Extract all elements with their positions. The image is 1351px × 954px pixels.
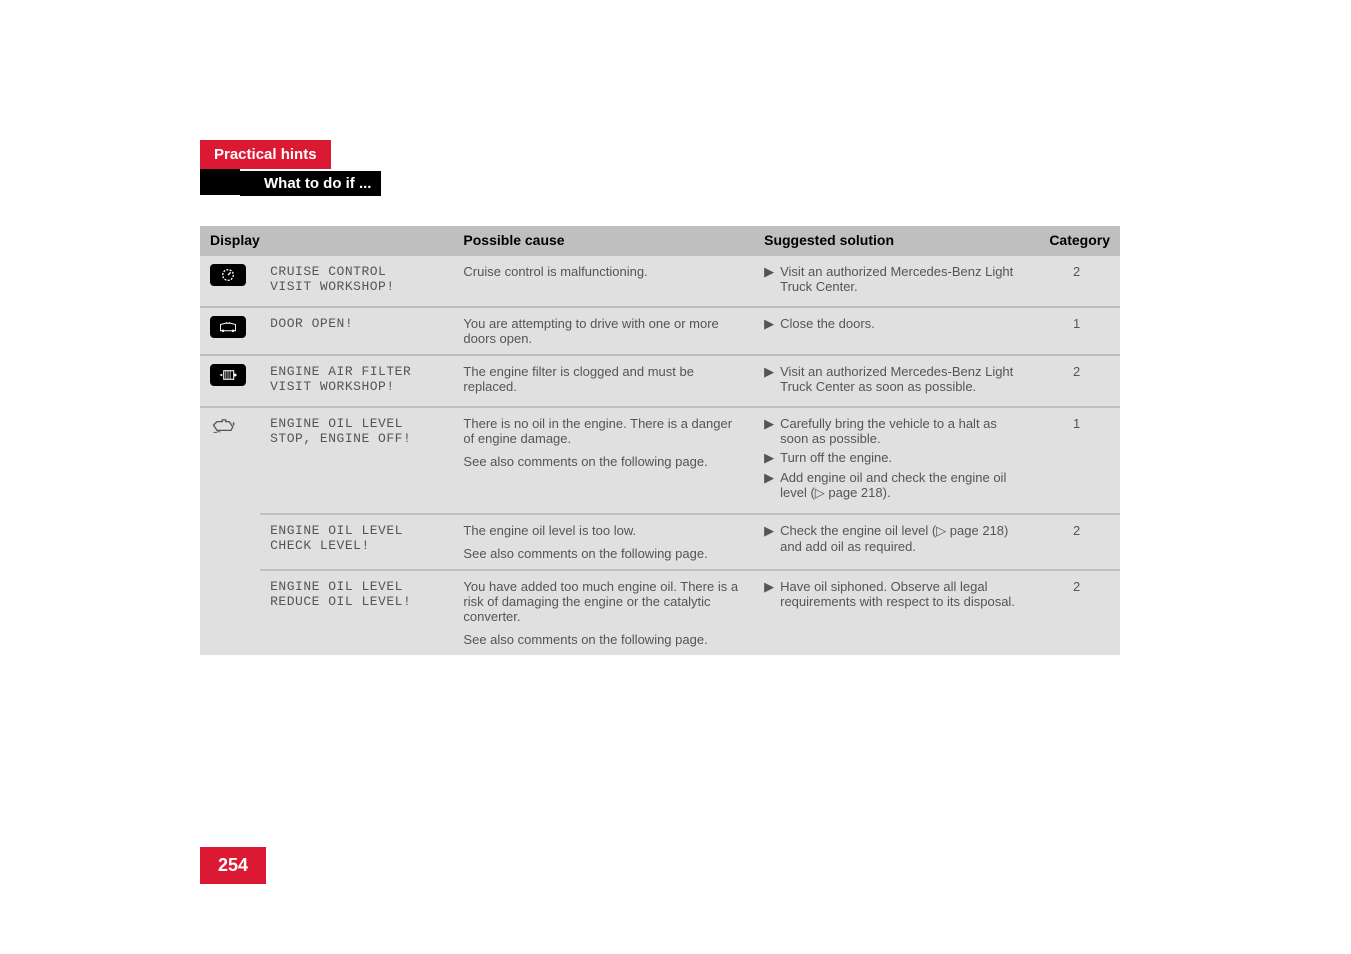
subtitle-bar [200, 169, 240, 195]
air-filter-icon [210, 364, 246, 386]
table-header-row: Display Possible cause Suggested solutio… [200, 226, 1120, 255]
cause-text: There is no oil in the engine. There is … [463, 416, 744, 446]
cause-text: Cruise control is malfunctioning. [453, 255, 754, 307]
col-display: Display [200, 226, 453, 255]
section-subtitle: What to do if ... [240, 171, 381, 196]
table-row: ENGINE OIL LEVEL REDUCE OIL LEVEL! You h… [200, 570, 1120, 655]
display-message: VISIT WORKSHOP! [270, 279, 443, 294]
bullet-icon: ▶ [764, 523, 774, 554]
door-icon [210, 316, 246, 338]
cause-text: See also comments on the following page. [463, 546, 744, 561]
display-message: DOOR OPEN! [270, 316, 443, 331]
display-message: ENGINE OIL LEVEL [270, 523, 443, 538]
table-row: ENGINE AIR FILTER VISIT WORKSHOP! The en… [200, 355, 1120, 407]
bullet-icon: ▶ [764, 316, 774, 332]
bullet-icon: ▶ [764, 450, 774, 466]
solution-text: Carefully bring the vehicle to a halt as… [780, 416, 1023, 446]
table-row: ENGINE OIL LEVEL CHECK LEVEL! The engine… [200, 514, 1120, 570]
table-row: DOOR OPEN! You are attempting to drive w… [200, 307, 1120, 355]
display-message: ENGINE OIL LEVEL [270, 579, 443, 594]
display-message: CRUISE CONTROL [270, 264, 443, 279]
cruise-icon [210, 264, 246, 286]
cause-text: You have added too much engine oil. Ther… [463, 579, 744, 624]
bullet-icon: ▶ [764, 264, 774, 294]
section-tab: Practical hints [200, 140, 331, 169]
bullet-icon: ▶ [764, 416, 774, 446]
category-value: 2 [1033, 570, 1120, 655]
cause-text: You are attempting to drive with one or … [453, 307, 754, 355]
solution-text: Visit an authorized Mercedes-Benz Light … [780, 364, 1023, 394]
display-message: REDUCE OIL LEVEL! [270, 594, 443, 609]
category-value: 2 [1033, 514, 1120, 570]
solution-text: Close the doors. [780, 316, 1023, 332]
table-row: ENGINE OIL LEVEL STOP, ENGINE OFF! There… [200, 407, 1120, 514]
solution-text: Check the engine oil level (▷ page 218) … [780, 523, 1023, 554]
display-message: CHECK LEVEL! [270, 538, 443, 553]
solution-text: Add engine oil and check the engine oil … [780, 470, 1023, 501]
warnings-table: Display Possible cause Suggested solutio… [200, 226, 1120, 655]
solution-text: Have oil siphoned. Observe all legal req… [780, 579, 1023, 609]
display-message: VISIT WORKSHOP! [270, 379, 443, 394]
cause-text: See also comments on the following page. [463, 632, 744, 647]
display-message: ENGINE OIL LEVEL [270, 416, 443, 431]
oil-icon [210, 416, 250, 439]
category-value: 1 [1033, 307, 1120, 355]
col-cause: Possible cause [453, 226, 754, 255]
category-value: 2 [1033, 255, 1120, 307]
display-message: ENGINE AIR FILTER [270, 364, 443, 379]
page-number: 254 [200, 847, 266, 884]
col-category: Category [1033, 226, 1120, 255]
solution-text: Visit an authorized Mercedes-Benz Light … [780, 264, 1023, 294]
cause-text: The engine oil level is too low. [463, 523, 744, 538]
bullet-icon: ▶ [764, 579, 774, 609]
cause-text: The engine filter is clogged and must be… [453, 355, 754, 407]
bullet-icon: ▶ [764, 364, 774, 394]
category-value: 2 [1033, 355, 1120, 407]
solution-text: Turn off the engine. [780, 450, 1023, 466]
display-message: STOP, ENGINE OFF! [270, 431, 443, 446]
category-value: 1 [1033, 407, 1120, 514]
bullet-icon: ▶ [764, 470, 774, 501]
table-row: CRUISE CONTROL VISIT WORKSHOP! Cruise co… [200, 255, 1120, 307]
cause-text: See also comments on the following page. [463, 454, 744, 469]
col-solution: Suggested solution [754, 226, 1033, 255]
